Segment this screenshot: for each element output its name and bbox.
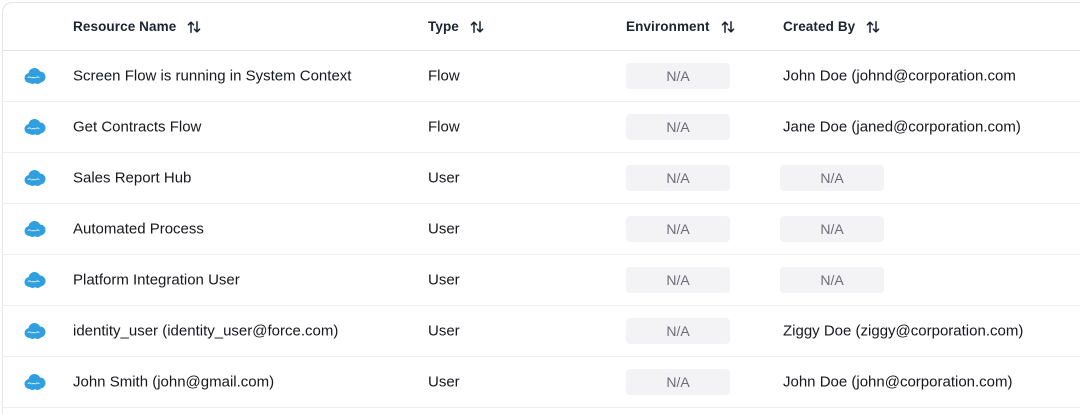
created-by-cell: Ziggy Doe (ziggy@corporation.com) — [783, 322, 1024, 340]
environment-badge: N/A — [626, 369, 730, 395]
created-by-badge: N/A — [780, 267, 884, 293]
type-cell: User — [428, 220, 460, 238]
table-row[interactable]: Sales Report Hub User N/A N/A — [3, 153, 1080, 204]
sort-icon[interactable] — [469, 19, 485, 35]
salesforce-icon — [23, 118, 46, 136]
salesforce-icon — [23, 271, 46, 289]
table-row[interactable]: Automated Process User N/A N/A — [3, 204, 1080, 255]
column-header-environment[interactable]: Environment — [626, 19, 736, 35]
column-header-resource-name[interactable]: Resource Name — [73, 19, 202, 35]
table-header-row: Resource Name Type Environment Created B… — [3, 3, 1080, 51]
environment-badge: N/A — [626, 216, 730, 242]
created-by-badge: N/A — [780, 165, 884, 191]
table-row[interactable]: Platform Integration User User N/A N/A — [3, 255, 1080, 306]
resource-name-cell: John Smith (john@gmail.com) — [73, 373, 275, 391]
created-by-cell: John Doe (johnd@corporation.com — [783, 67, 1016, 85]
resource-name-cell: Automated Process — [73, 220, 204, 238]
table-row[interactable]: John Smith (john@gmail.com) User N/A Joh… — [3, 357, 1080, 408]
created-by-cell: John Doe (john@corporation.com) — [783, 373, 1013, 391]
column-header-created-by[interactable]: Created By — [783, 19, 881, 35]
table-row[interactable]: Screen Flow is running in System Context… — [3, 51, 1080, 102]
column-header-label: Created By — [783, 19, 856, 34]
salesforce-icon — [23, 373, 46, 391]
resource-name-cell: identity_user (identity_user@force.com) — [73, 322, 339, 340]
type-cell: User — [428, 271, 460, 289]
salesforce-icon — [23, 169, 46, 187]
table-row[interactable]: identity_user (identity_user@force.com) … — [3, 306, 1080, 357]
column-header-label: Environment — [626, 19, 710, 34]
type-cell: Flow — [428, 67, 460, 85]
salesforce-icon — [23, 322, 46, 340]
column-header-label: Type — [428, 19, 459, 34]
environment-badge: N/A — [626, 267, 730, 293]
resource-name-cell: Sales Report Hub — [73, 169, 192, 187]
sort-icon[interactable] — [720, 19, 736, 35]
created-by-cell: Jane Doe (janed@corporation.com) — [783, 118, 1021, 136]
column-header-type[interactable]: Type — [428, 19, 485, 35]
environment-badge: N/A — [626, 318, 730, 344]
cropped-next-row — [3, 408, 1080, 414]
type-cell: User — [428, 373, 460, 391]
resource-name-cell: Get Contracts Flow — [73, 118, 202, 136]
salesforce-icon — [23, 220, 46, 238]
created-by-badge: N/A — [780, 216, 884, 242]
type-cell: Flow — [428, 118, 460, 136]
table-row[interactable]: Get Contracts Flow Flow N/A Jane Doe (ja… — [3, 102, 1080, 153]
salesforce-icon — [23, 67, 46, 85]
column-header-label: Resource Name — [73, 19, 177, 34]
sort-icon[interactable] — [186, 19, 202, 35]
resource-name-cell: Screen Flow is running in System Context — [73, 67, 352, 85]
environment-badge: N/A — [626, 114, 730, 140]
type-cell: User — [428, 322, 460, 340]
environment-badge: N/A — [626, 63, 730, 89]
resource-name-cell: Platform Integration User — [73, 271, 240, 289]
environment-badge: N/A — [626, 165, 730, 191]
type-cell: User — [428, 169, 460, 187]
sort-icon[interactable] — [865, 19, 881, 35]
